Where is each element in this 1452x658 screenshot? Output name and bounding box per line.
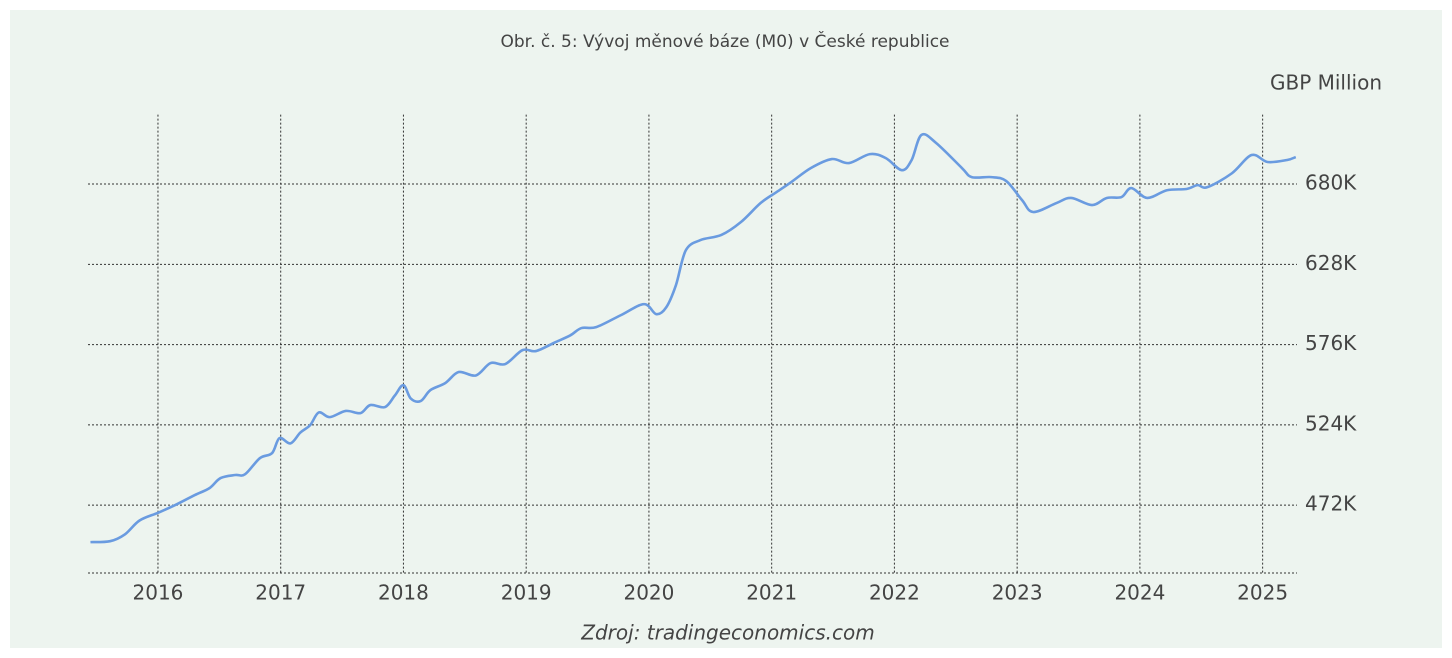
y-axis-label: GBP Million: [1270, 71, 1382, 95]
x-tick-label: 2019: [501, 581, 552, 605]
y-tick-label: 576K: [1305, 331, 1357, 355]
x-tick-label: 2016: [133, 581, 184, 605]
x-tick-label: 2021: [746, 581, 797, 605]
x-tick-label: 2024: [1114, 581, 1165, 605]
x-tick-label: 2020: [623, 581, 674, 605]
x-tick-label: 2023: [992, 581, 1043, 605]
source-note: Zdroj: tradingeconomics.com: [580, 621, 874, 645]
chart-title: Obr. č. 5: Vývoj měnové báze (M0) v Česk…: [500, 30, 949, 52]
x-tick-label: 2025: [1237, 581, 1288, 605]
y-tick-label: 628K: [1305, 251, 1357, 275]
y-tick-label: 680K: [1305, 171, 1357, 195]
y-tick-label: 524K: [1305, 411, 1357, 435]
y-tick-label: 472K: [1305, 492, 1357, 516]
x-tick-label: 2017: [255, 581, 306, 605]
x-tick-label: 2022: [869, 581, 920, 605]
data-line: [90, 132, 1297, 544]
panel-background: [10, 10, 1442, 648]
x-tick-label: 2018: [378, 581, 429, 605]
